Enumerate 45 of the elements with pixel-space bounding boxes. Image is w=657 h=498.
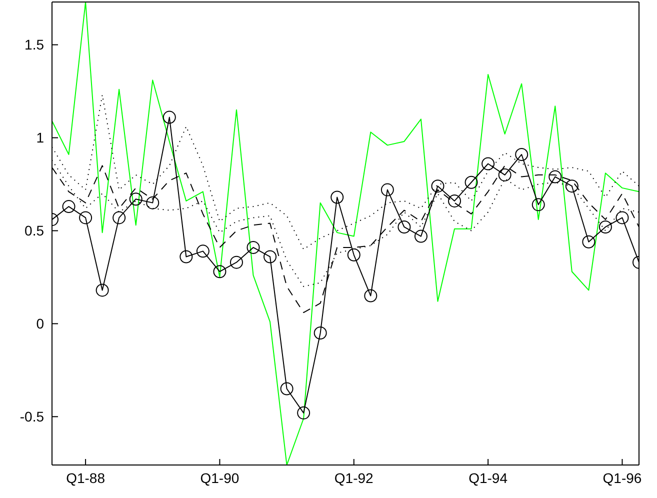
- point: [314, 326, 327, 340]
- y-tick-label: 0: [36, 316, 44, 332]
- point: [532, 198, 545, 212]
- point: [162, 110, 176, 124]
- point: [398, 220, 411, 234]
- point: [62, 200, 76, 214]
- point: [582, 235, 596, 248]
- point: [616, 211, 629, 224]
- point: [548, 170, 562, 184]
- point: [297, 406, 310, 420]
- point: [230, 256, 243, 269]
- point: [246, 240, 260, 254]
- point: [565, 180, 578, 193]
- x-tick-label: Q1-92: [334, 470, 374, 486]
- point: [498, 168, 512, 182]
- point: [464, 176, 478, 189]
- y-tick-label: 0.5: [24, 222, 44, 239]
- point: [380, 183, 394, 196]
- point: [364, 289, 378, 302]
- point: [129, 192, 142, 206]
- x-tick-label: Q1-96: [602, 470, 642, 486]
- point: [264, 250, 277, 264]
- point: [598, 220, 612, 234]
- x-tick-label: Q1-90: [200, 470, 240, 486]
- y-tick-label: 1: [36, 130, 44, 146]
- x-tick-label: Q1-94: [468, 470, 508, 486]
- point: [112, 211, 126, 224]
- line-series: [52, 2, 639, 465]
- point: [347, 248, 360, 262]
- point: [180, 250, 193, 264]
- point: [330, 190, 344, 204]
- point: [280, 382, 294, 396]
- point: [482, 157, 495, 170]
- point: [79, 211, 92, 224]
- point: [448, 194, 462, 208]
- point: [213, 265, 226, 278]
- point: [146, 196, 160, 210]
- point: [196, 244, 210, 258]
- y-tick-label: -0.5: [20, 408, 44, 425]
- y-tick-label: 1.5: [24, 36, 44, 53]
- x-tick-label: Q1-88: [66, 470, 106, 486]
- point: [431, 180, 444, 193]
- point: [515, 148, 528, 161]
- point: [414, 230, 428, 243]
- point: [96, 284, 109, 297]
